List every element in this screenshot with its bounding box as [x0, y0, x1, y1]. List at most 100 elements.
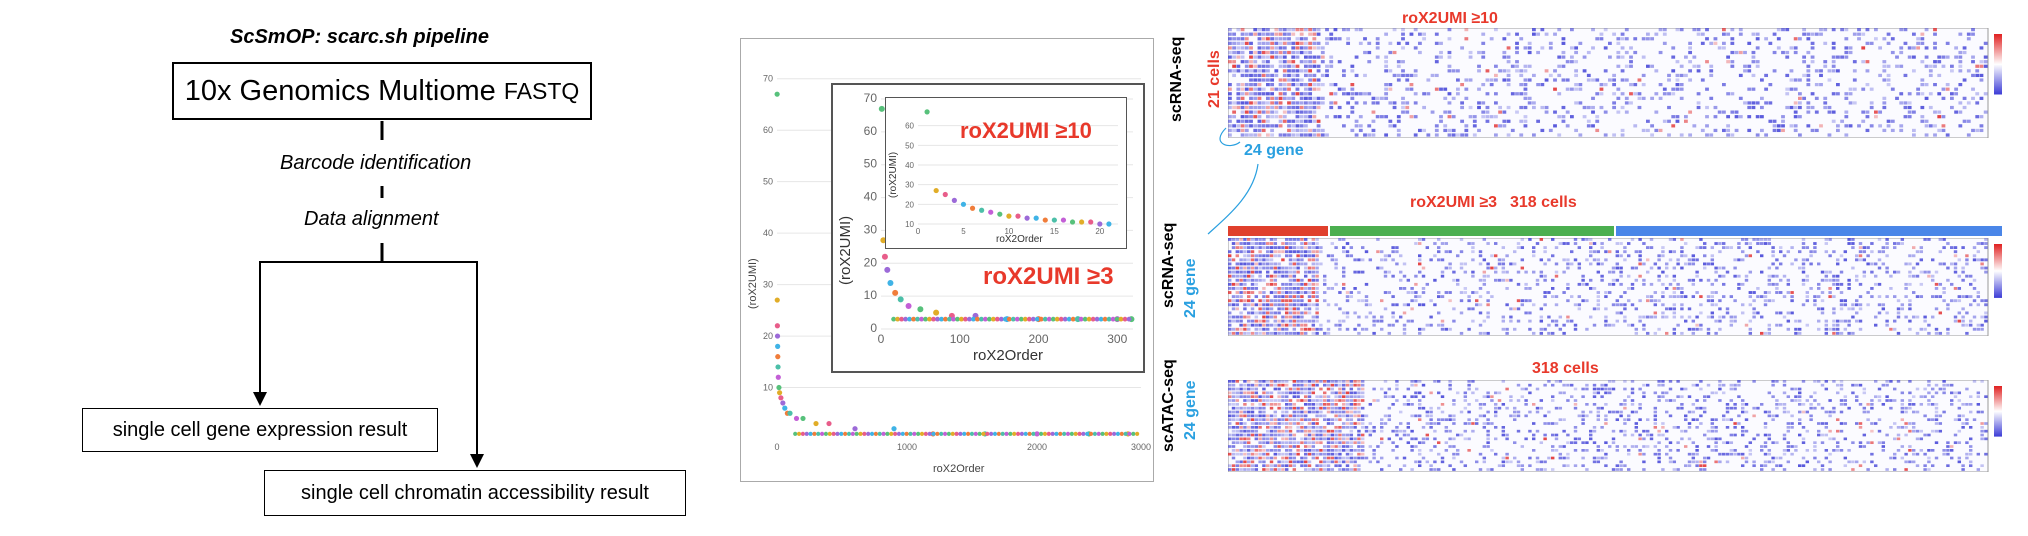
heat-cell — [1258, 433, 1262, 437]
heat-cell — [1744, 274, 1749, 278]
heat-cell — [1307, 266, 1312, 270]
heat-cell — [1744, 429, 1749, 433]
heat-cell — [1261, 128, 1266, 133]
heat-cell — [1979, 46, 1984, 50]
heat-cell — [1855, 319, 1859, 323]
heat-cell — [1858, 246, 1863, 250]
heat-cell — [1857, 28, 1861, 32]
heat-cell — [1345, 449, 1350, 452]
heat-cell — [1497, 406, 1502, 410]
heat-cell — [1699, 460, 1703, 464]
data-point — [1094, 316, 1100, 322]
heat-cell — [1961, 278, 1965, 282]
heat-cell — [1900, 307, 1905, 311]
heat-cell — [1278, 87, 1283, 91]
heat-cell — [1725, 460, 1730, 464]
heat-cell — [1547, 291, 1551, 294]
heat-cell — [1249, 96, 1253, 100]
heat-cell — [1257, 101, 1262, 105]
heat-cell — [1254, 391, 1259, 395]
heat-cell — [1878, 46, 1883, 50]
heat-cell — [1291, 41, 1296, 45]
heat-cell — [1262, 468, 1266, 471]
heat-cell — [1916, 92, 1921, 96]
heat-cell — [1266, 46, 1270, 50]
heat-cell — [1755, 64, 1760, 68]
data-point — [778, 395, 784, 401]
heat-cell — [1870, 250, 1874, 254]
heat-cell — [1429, 410, 1433, 414]
heat-cell — [1304, 460, 1308, 464]
heat-cell — [1281, 395, 1285, 399]
heat-cell — [1793, 124, 1798, 128]
heat-cell — [1282, 110, 1287, 114]
heat-cell — [1300, 406, 1304, 410]
heat-cell — [1671, 69, 1676, 73]
heat-cell — [1250, 468, 1255, 471]
data-point — [939, 316, 944, 322]
heat-cell — [1565, 87, 1570, 91]
heat-cell — [1801, 278, 1806, 282]
heat-cell — [1414, 383, 1418, 387]
heat-cell — [1239, 410, 1243, 414]
heat-cell — [1277, 422, 1281, 425]
heat-cell — [1725, 403, 1730, 406]
heat-cell — [1231, 426, 1236, 429]
heat-cell — [1969, 295, 1973, 299]
heat-cell — [1665, 287, 1669, 290]
heat-cell — [1687, 262, 1692, 266]
heat-cell — [1839, 282, 1844, 286]
heat-cell — [1307, 295, 1312, 299]
heat-cell — [1228, 119, 1232, 123]
heat-cell — [1299, 133, 1304, 137]
heat-cell — [1551, 395, 1555, 399]
data-point — [878, 105, 885, 112]
heat-cell — [1752, 311, 1756, 315]
heat-cell — [1452, 456, 1456, 460]
heat-cell — [1725, 418, 1730, 422]
heat-cell — [1472, 124, 1477, 128]
data-point — [1015, 213, 1021, 219]
heat-cell — [1350, 105, 1355, 110]
heat-cell — [1570, 55, 1574, 59]
heat-cell — [1315, 406, 1319, 410]
heat-cell — [1585, 282, 1589, 286]
heat-cell — [1806, 110, 1811, 114]
heat-cell — [1471, 319, 1475, 323]
heat-cell — [1387, 395, 1392, 399]
heat-cell — [1603, 69, 1608, 73]
heat-cell — [1342, 383, 1346, 387]
heat-cell — [1983, 41, 1988, 45]
heat-cell — [1485, 119, 1490, 123]
heat-cell — [1240, 28, 1245, 32]
heat-cell — [1281, 270, 1285, 274]
heat-cell — [1421, 238, 1426, 241]
heat-cell — [1501, 433, 1506, 437]
heat-cell — [1281, 250, 1285, 254]
heat-cell — [1634, 307, 1639, 311]
heat-cell — [1235, 387, 1240, 391]
heat-cell — [1262, 258, 1266, 262]
heat-cell — [1239, 262, 1243, 266]
data-point — [1115, 431, 1121, 436]
heat-cell — [1437, 406, 1441, 410]
heat-cell — [1433, 303, 1437, 307]
heat-cell — [1976, 323, 1981, 327]
heat-cell — [1573, 242, 1578, 245]
heat-cell — [1501, 246, 1506, 250]
heat-cell — [1288, 449, 1293, 452]
heat-cell — [1304, 242, 1308, 245]
heat-cell — [1680, 406, 1684, 410]
heat-cell — [1794, 387, 1798, 391]
heat-cell — [1722, 41, 1726, 45]
heat-cell — [1459, 299, 1464, 303]
heat-cell — [1396, 128, 1401, 133]
heat-cell — [1737, 452, 1741, 456]
heat-cell — [1440, 395, 1445, 399]
heat-cell — [1434, 128, 1439, 133]
heat-cell — [1661, 291, 1665, 294]
data-point — [877, 431, 882, 436]
heat-cell — [1912, 291, 1916, 294]
data-point — [935, 316, 940, 322]
heat-cell — [1269, 307, 1274, 311]
